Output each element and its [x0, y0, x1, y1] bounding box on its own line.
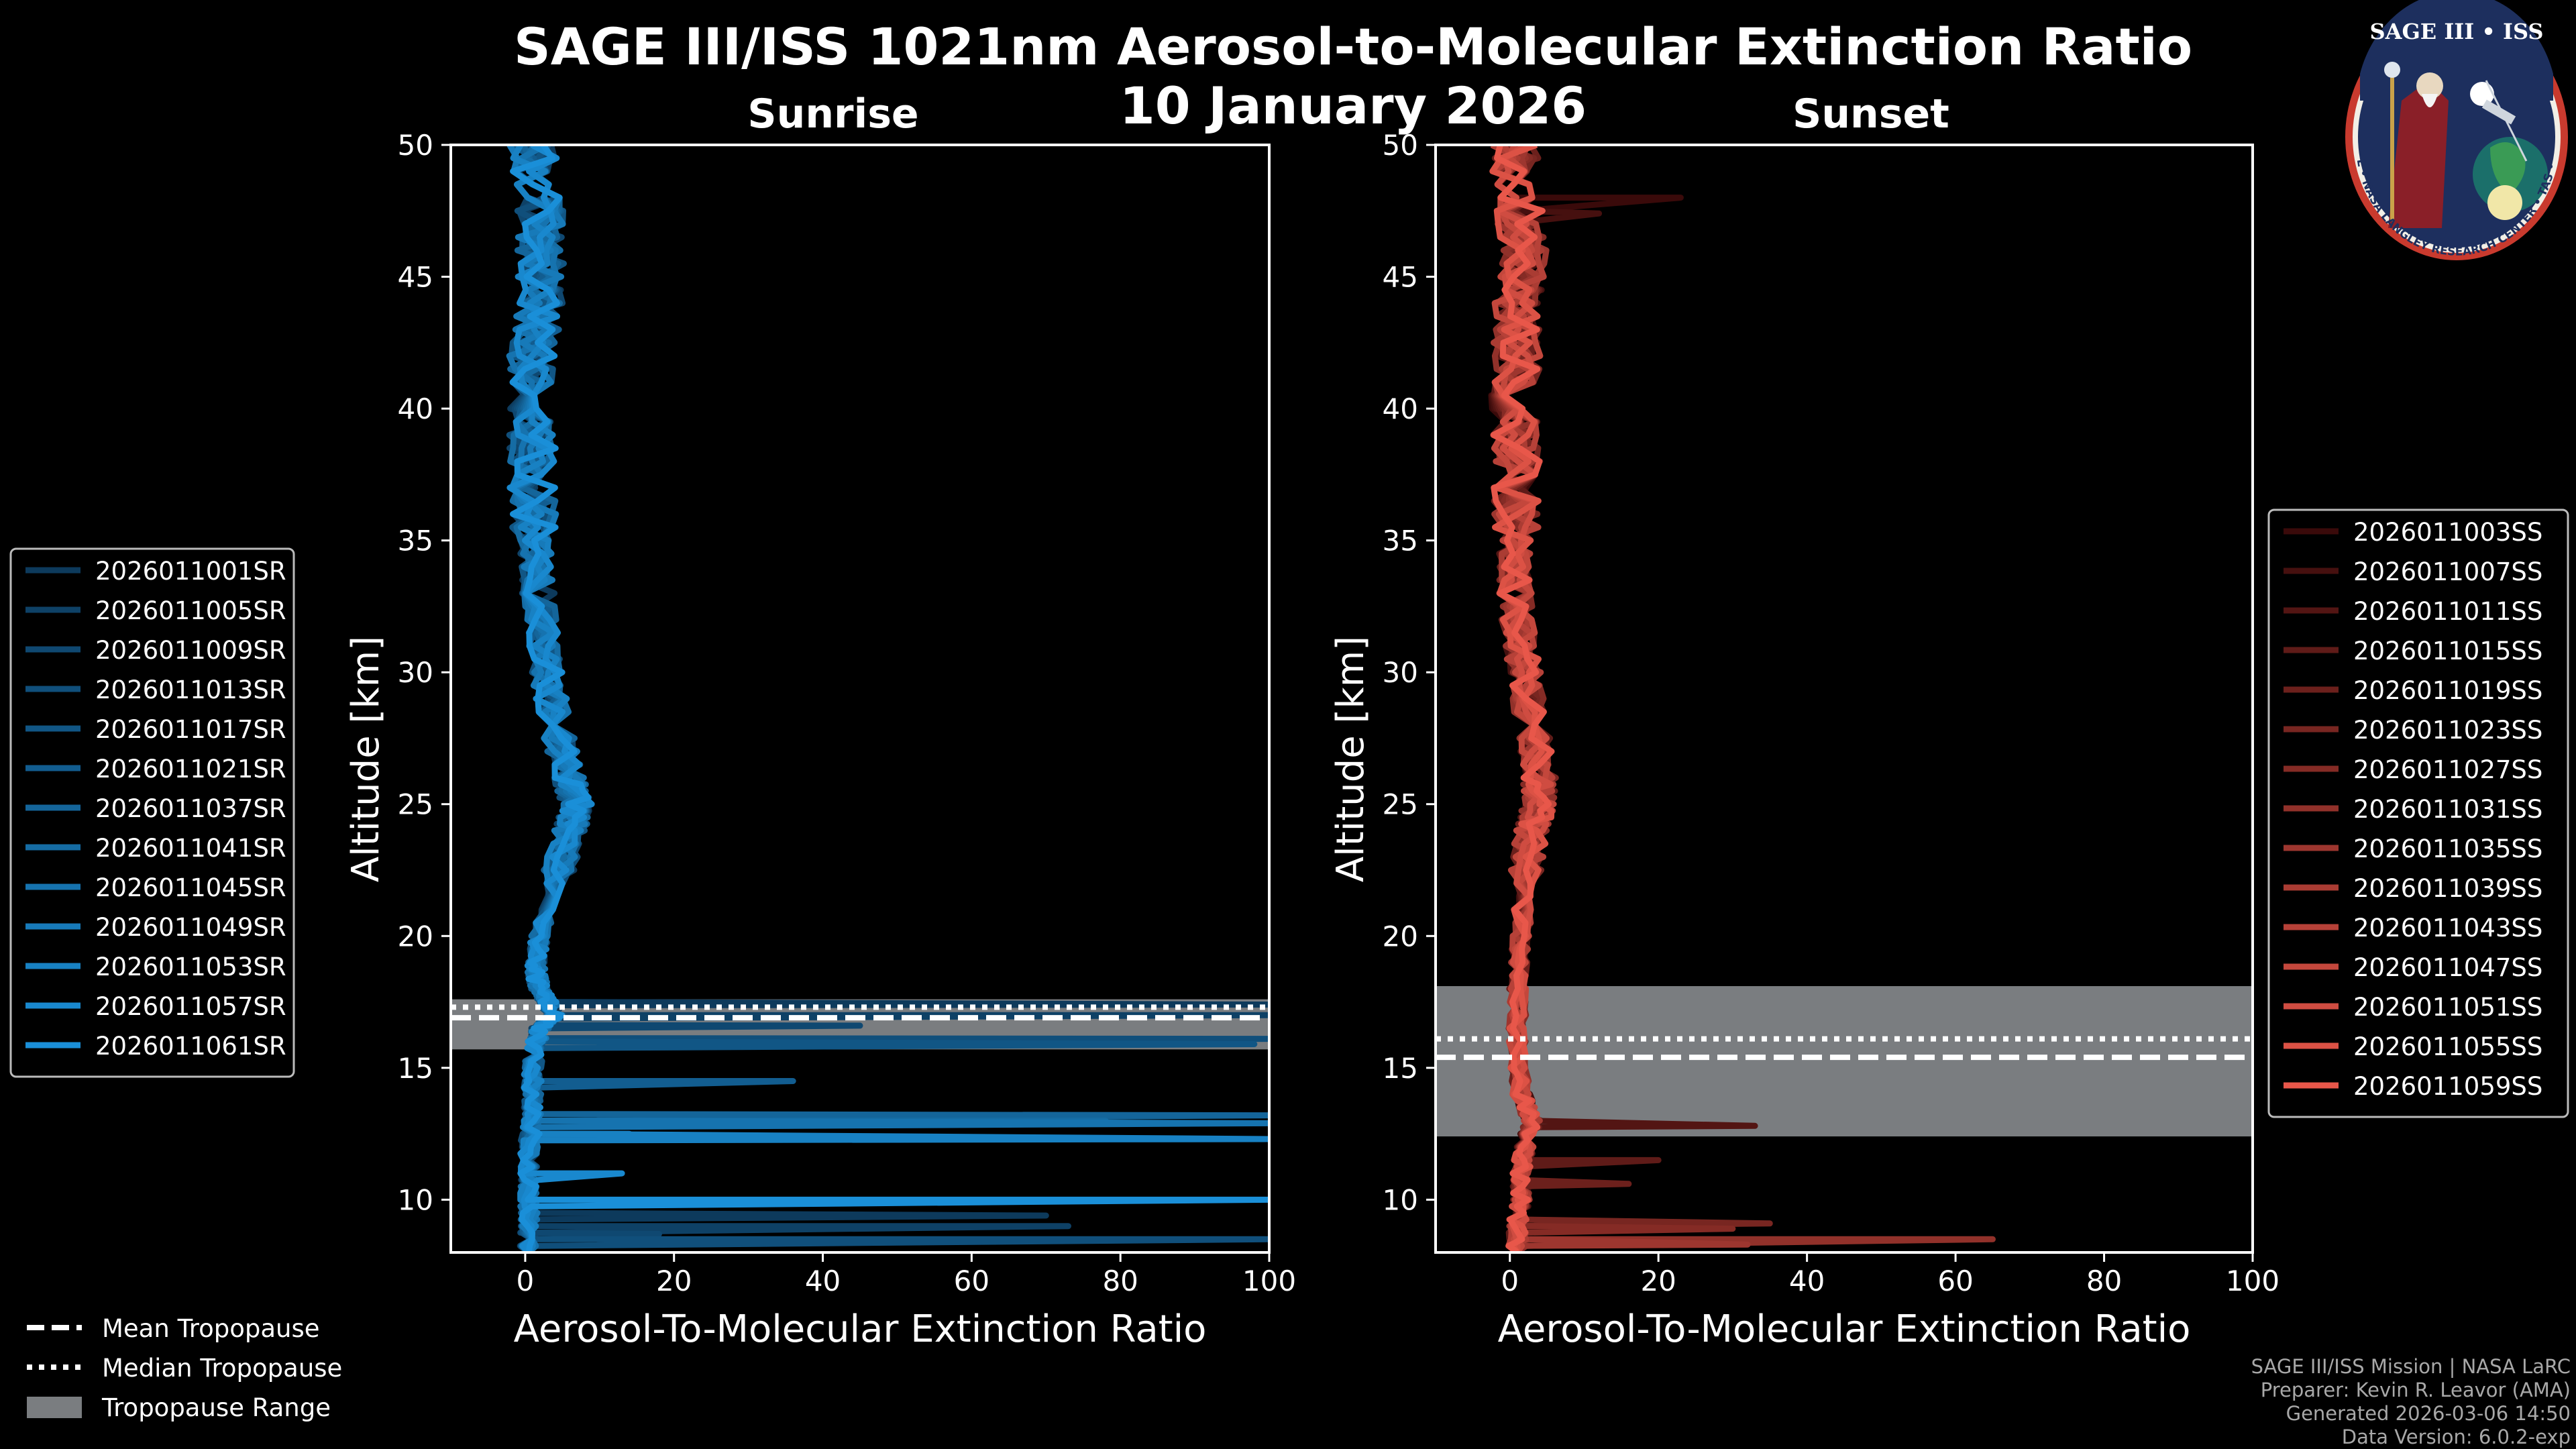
- legend-entry: 2026011039SS: [2353, 874, 2542, 903]
- profile-line: [1490, 145, 1555, 1252]
- legend-entry: 2026011055SS: [2353, 1032, 2542, 1061]
- y-tick-label: 10: [1383, 1183, 1418, 1216]
- legend-entry: 2026011017SR: [95, 715, 286, 744]
- main-title: SAGE III/ISS 1021nm Aerosol-to-Molecular…: [514, 17, 2192, 76]
- sunset-legend: 2026011003SS 2026011007SS 2026011011SS 2026…: [2267, 508, 2569, 1118]
- legend-entry: 2026011061SR: [95, 1032, 286, 1061]
- y-tick-label: 45: [398, 261, 433, 294]
- y-tick-label: 10: [398, 1183, 433, 1216]
- x-axis-label: Aerosol-To-Molecular Extinction Ratio: [514, 1307, 1207, 1351]
- y-tick-label: 30: [398, 656, 433, 689]
- tropopause-legend: Mean Tropopause Median Tropopause Tropop…: [27, 1314, 342, 1422]
- x-tick-label: 80: [2086, 1265, 2122, 1297]
- x-tick-label: 100: [2226, 1265, 2279, 1297]
- y-tick-label: 35: [1383, 525, 1418, 557]
- legend-entry: 2026011047SS: [2353, 953, 2542, 982]
- y-tick-label: 40: [398, 392, 433, 425]
- legend-entry: 2026011023SS: [2353, 716, 2542, 745]
- legend-frame: [2267, 508, 2569, 1118]
- x-tick-label: 0: [517, 1265, 535, 1297]
- legend-entry: 2026011021SR: [95, 755, 286, 784]
- legend-entry: 2026011003SS: [2353, 518, 2542, 547]
- legend-entry: 2026011015SS: [2353, 637, 2542, 665]
- y-axis-label: Altitude [km]: [1329, 636, 1373, 882]
- legend-entry: 2026011013SR: [95, 676, 286, 704]
- legend-entry: 2026011009SR: [95, 636, 286, 665]
- x-tick-label: 80: [1102, 1265, 1138, 1297]
- date-subtitle: 10 January 2026: [1120, 76, 1587, 136]
- legend-entry: 2026011037SR: [95, 794, 286, 823]
- profile-line: [506, 145, 625, 1252]
- axes-frame: [1434, 144, 2254, 1254]
- x-tick-label: 0: [1501, 1265, 1519, 1297]
- legend-entry: 2026011045SR: [95, 873, 286, 902]
- profile-line: [509, 145, 1269, 1252]
- legend-entry: 2026011041SR: [95, 834, 286, 863]
- x-axis-label: Aerosol-To-Molecular Extinction Ratio: [1498, 1307, 2191, 1351]
- y-tick-label: 15: [1383, 1052, 1418, 1085]
- legend-entry: 2026011051SS: [2353, 993, 2542, 1022]
- sunrise-legend: 2026011001SR 2026011005SR 2026011009SR 2026…: [9, 547, 295, 1078]
- credit-line: Generated 2026-03-06 14:50: [2286, 1402, 2571, 1425]
- x-tick-label: 60: [954, 1265, 989, 1297]
- credit-line: Data Version: 6.0.2-exp: [2341, 1426, 2571, 1448]
- x-tick-label: 20: [1640, 1265, 1676, 1297]
- x-tick-label: 40: [805, 1265, 841, 1297]
- y-tick-label: 45: [1383, 261, 1418, 294]
- tropopause-range-band: [1436, 985, 2253, 1137]
- tropopause-range-swatch: [27, 1397, 82, 1418]
- legend-entry: 2026011005SR: [95, 596, 286, 625]
- badge-title: SAGE III • ISS: [2370, 19, 2544, 44]
- legend-entry: 2026011027SS: [2353, 755, 2542, 784]
- y-tick-label: 25: [398, 788, 433, 821]
- sunrise-panel: Sunrise 0 20 40 60 80 100 10 15 20 25 30 35 40 45 50 Aer…: [344, 91, 1296, 1351]
- axes-frame: [449, 144, 1271, 1254]
- x-tick-label: 100: [1242, 1265, 1296, 1297]
- y-tick-label: 40: [1383, 392, 1418, 425]
- legend-entry: 2026011043SS: [2353, 914, 2542, 943]
- y-tick-label: 50: [1383, 129, 1418, 162]
- y-tick-label: 50: [398, 129, 433, 162]
- legend-entry: 2026011001SR: [95, 557, 286, 586]
- mean-tropopause-label: Mean Tropopause: [102, 1314, 320, 1343]
- legend-entry: 2026011059SS: [2353, 1072, 2542, 1101]
- x-tick-label: 60: [1937, 1265, 1973, 1297]
- y-tick-label: 15: [398, 1052, 433, 1085]
- x-tick-label: 40: [1789, 1265, 1825, 1297]
- profile-lines: [1488, 145, 1996, 1252]
- y-axis-label: Altitude [km]: [344, 636, 388, 882]
- median-tropopause-label: Median Tropopause: [102, 1354, 342, 1383]
- y-tick-label: 35: [398, 525, 433, 557]
- sage-iii-iss-mission-badge-icon: SAGE III • ISS: [2345, 0, 2568, 260]
- y-tick-label: 25: [1383, 788, 1418, 821]
- y-tick-label: 20: [398, 920, 433, 953]
- credit-line: SAGE III/ISS Mission | NASA LaRC: [2251, 1355, 2571, 1378]
- panel-title: Sunrise: [747, 91, 918, 138]
- legend-entry: 2026011053SR: [95, 953, 286, 981]
- legend-entry: 2026011057SR: [95, 992, 286, 1021]
- legend-entry: 2026011035SS: [2353, 835, 2542, 863]
- profile-lines: [506, 145, 1269, 1252]
- x-tick-label: 20: [656, 1265, 692, 1297]
- panel-title: Sunset: [1792, 91, 1949, 138]
- y-tick-label: 20: [1383, 920, 1418, 953]
- credit-line: Preparer: Kevin R. Leavor (AMA): [2260, 1379, 2571, 1401]
- tropopause-range-label: Tropopause Range: [101, 1393, 331, 1422]
- y-tick-label: 30: [1383, 656, 1418, 689]
- sunset-panel: Sunset 0 20 40 60 80 100 10 15 20 25 30 35 40 45 50 Aero…: [1329, 91, 2279, 1351]
- legend-entry: 2026011031SS: [2353, 795, 2542, 824]
- legend-entry: 2026011007SS: [2353, 557, 2542, 586]
- legend-frame: [9, 547, 295, 1078]
- legend-entry: 2026011011SS: [2353, 597, 2542, 626]
- legend-entry: 2026011019SS: [2353, 676, 2542, 705]
- legend-entry: 2026011049SR: [95, 913, 286, 942]
- credits-footer: SAGE III/ISS Mission | NASA LaRC Prepare…: [2251, 1355, 2571, 1449]
